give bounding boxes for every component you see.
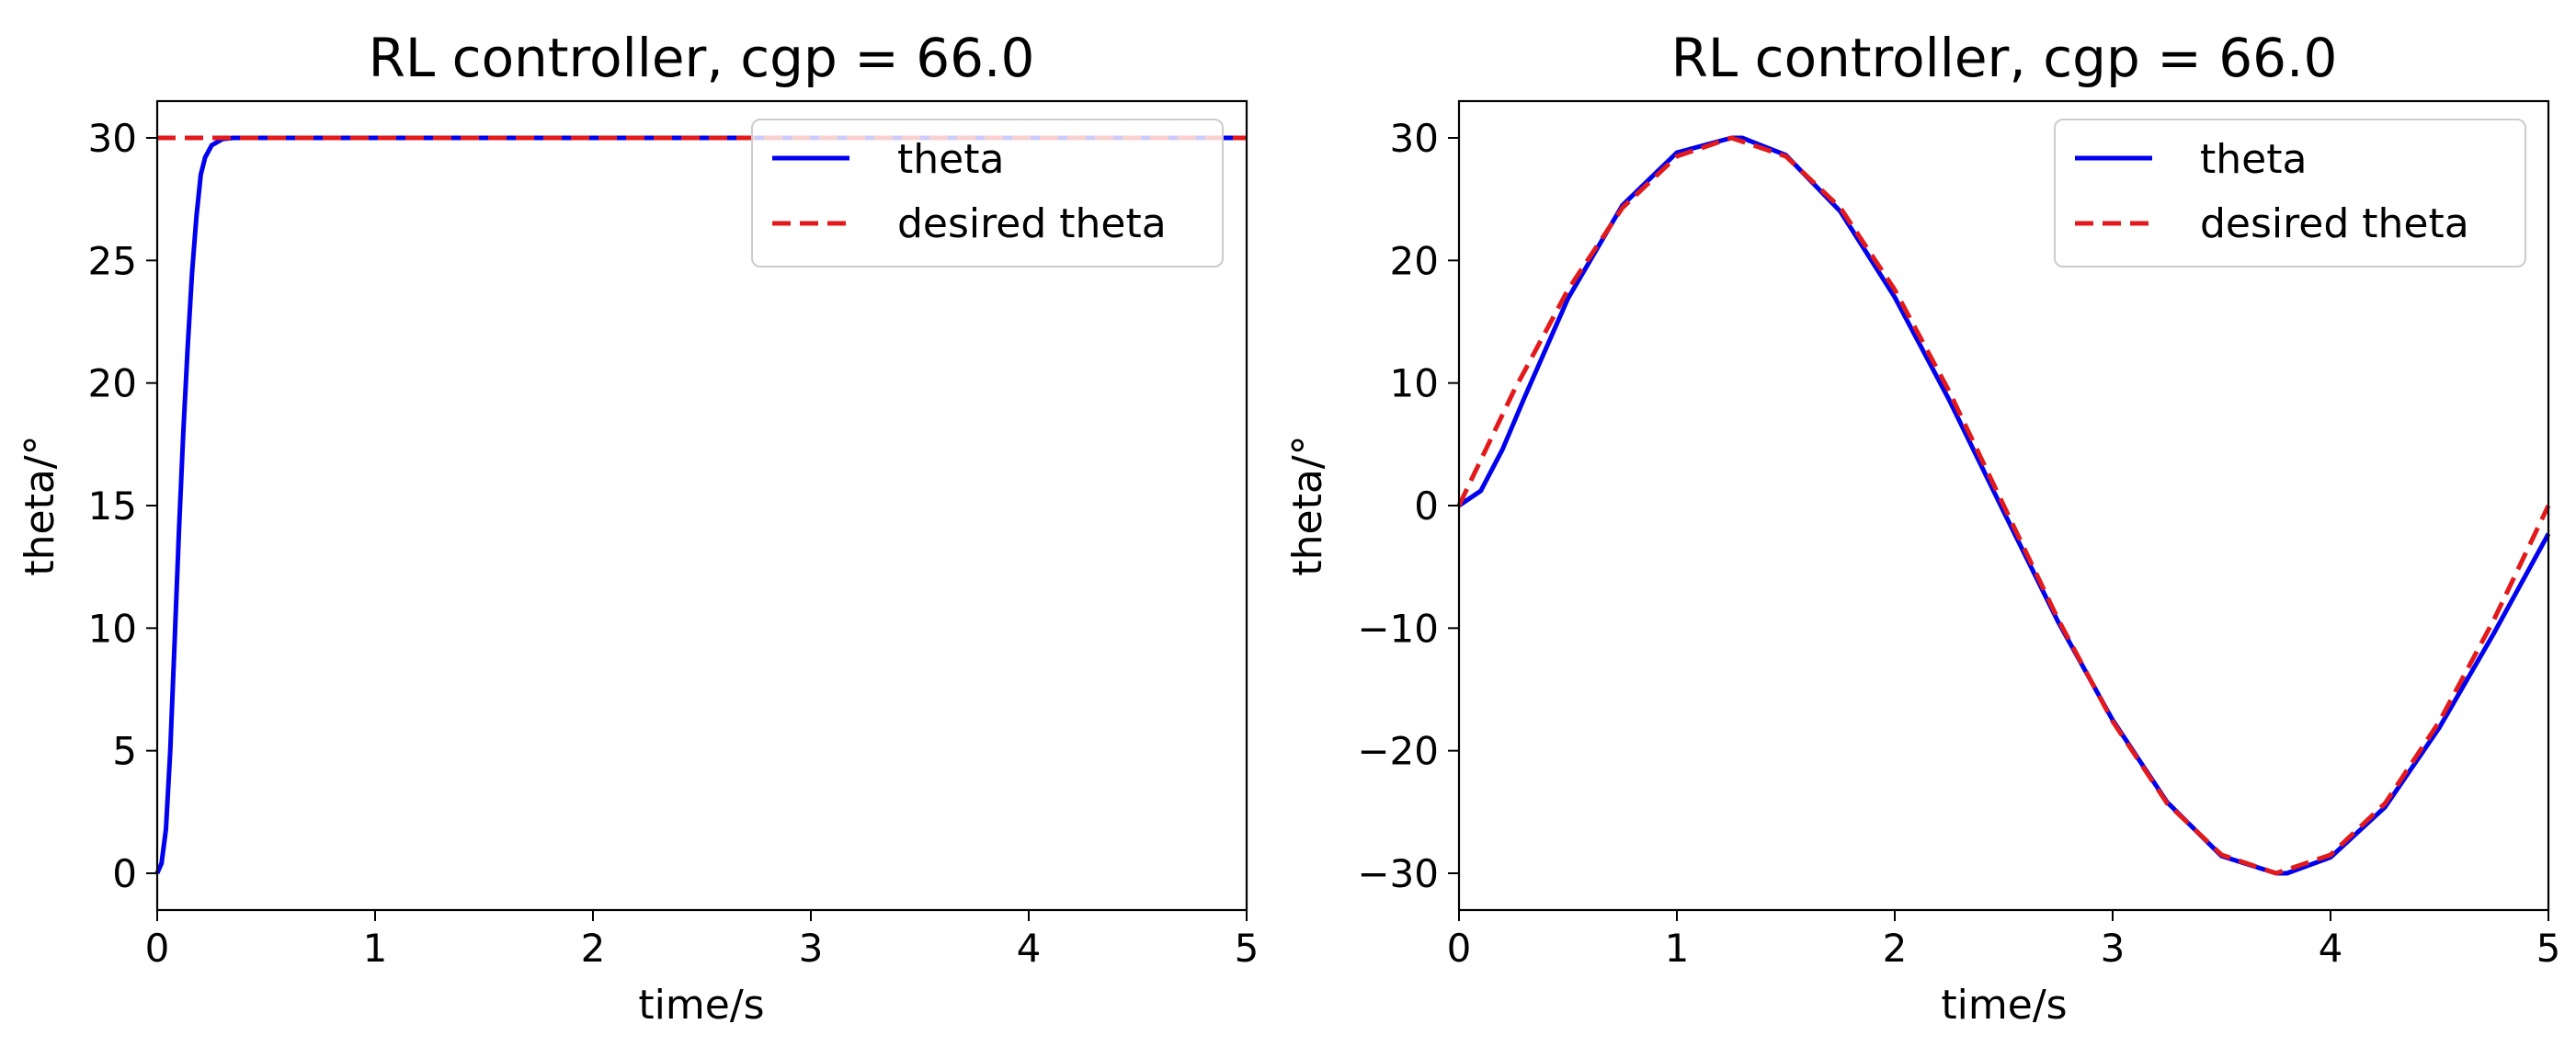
legend-theta-label: theta (897, 136, 1004, 183)
y-tick-label: 30 (88, 116, 137, 161)
x-tick-label: 2 (1883, 926, 1908, 971)
series-desired-theta-line (1456, 135, 2551, 876)
y-tick-label: 20 (1390, 238, 1439, 283)
x-tick-label: 0 (145, 926, 170, 971)
y-axis-label: theta/° (17, 435, 63, 575)
y-tick-label: −10 (1357, 606, 1439, 651)
chart-sine-tracking: RL controller, cgp = 66.0 0 1 2 3 4 5 −30 −20 −1… (1284, 27, 2560, 1029)
x-axis-label: time/s (638, 982, 764, 1029)
y-axis-label: theta/° (1284, 435, 1331, 575)
y-tick-label: 5 (112, 729, 137, 774)
x-tick-label: 5 (2536, 926, 2561, 971)
legend-box (751, 119, 1224, 267)
y-tick-label: 30 (1390, 116, 1439, 161)
x-tick-label: 4 (1017, 926, 1042, 971)
plot-area (154, 135, 1247, 875)
y-tick-label: 0 (112, 851, 137, 896)
x-tick-label: 2 (581, 926, 606, 971)
y-tick-label: 20 (88, 361, 137, 406)
y-tick-label: 0 (1414, 484, 1439, 529)
x-tick-label: 3 (2101, 926, 2126, 971)
y-tick-label: 15 (88, 484, 137, 529)
y-tick-label: −20 (1357, 729, 1439, 774)
legend: theta desired theta (751, 119, 1224, 267)
legend-desired-label: desired theta (897, 200, 1167, 247)
series-theta-line (154, 135, 1247, 875)
legend-theta-label: theta (2200, 136, 2307, 183)
x-tick-label: 1 (363, 926, 388, 971)
x-axis-label: time/s (1941, 982, 2067, 1029)
y-tick-label: −30 (1357, 851, 1439, 896)
axis-ticks: 0 1 2 3 4 5 0 5 10 15 20 25 30 (88, 116, 1260, 971)
x-tick-label: 4 (2319, 926, 2343, 971)
y-tick-label: 10 (88, 606, 137, 651)
x-tick-label: 3 (799, 926, 824, 971)
series-theta-line (1457, 135, 2551, 876)
legend: theta desired theta (2054, 119, 2526, 267)
x-tick-label: 0 (1447, 926, 1472, 971)
y-tick-label: 10 (1390, 361, 1439, 406)
legend-box (2054, 119, 2526, 267)
x-tick-label: 5 (1235, 926, 1260, 971)
chart-step-response: RL controller, cgp = 66.0 0 1 2 3 4 5 0 5 10 15 20… (17, 27, 1259, 1029)
plot-area (1456, 135, 2551, 876)
axis-ticks: 0 1 2 3 4 5 −30 −20 −10 0 10 20 30 (1357, 116, 2560, 971)
legend-desired-label: desired theta (2200, 200, 2469, 247)
chart-title: RL controller, cgp = 66.0 (1671, 27, 2338, 89)
y-tick-label: 25 (88, 238, 137, 283)
chart-title: RL controller, cgp = 66.0 (369, 27, 1035, 89)
x-tick-label: 1 (1665, 926, 1690, 971)
